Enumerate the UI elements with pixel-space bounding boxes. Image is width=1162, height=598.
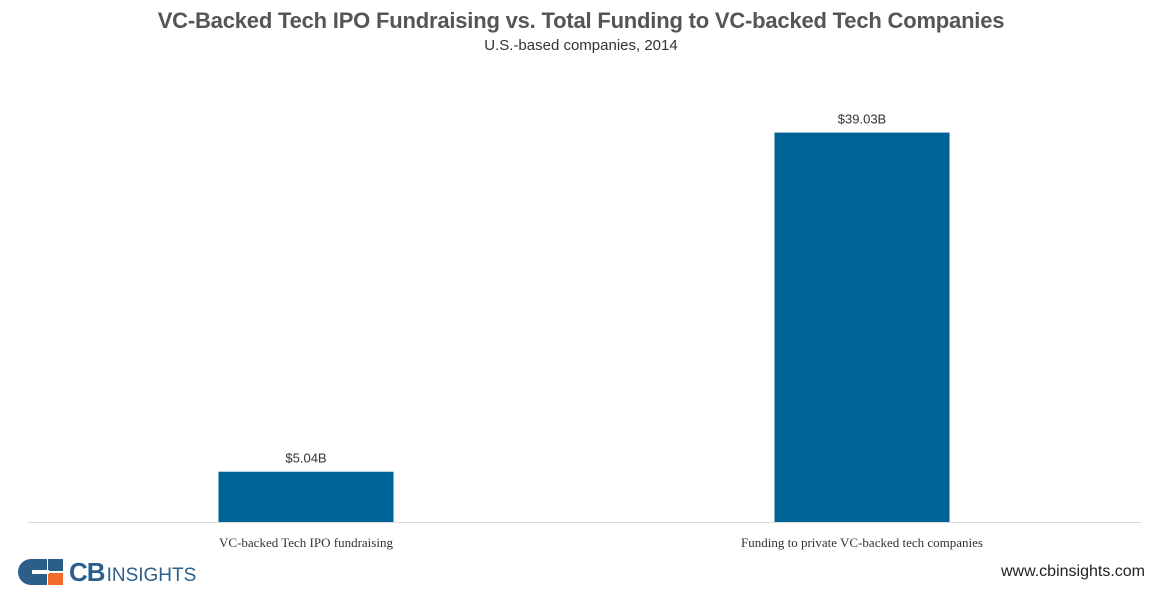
website-url: www.cbinsights.com — [1000, 563, 1145, 580]
data-label-1: $5.04B — [285, 451, 326, 466]
logo-cb-text: CB — [69, 556, 106, 587]
category-label-1: VC-backed Tech IPO fundraising — [219, 535, 393, 550]
bar-1 — [218, 471, 394, 522]
bar-2 — [774, 132, 950, 523]
cb-insights-logo: CB INSIGHTS — [17, 557, 196, 587]
cb-insights-logo-icon — [18, 559, 63, 585]
category-label-2: Funding to private VC-backed tech compan… — [741, 535, 983, 550]
chart-title: VC-Backed Tech IPO Fundraising vs. Total… — [157, 8, 1005, 33]
logo-insights-text: INSIGHTS — [106, 564, 197, 586]
data-label-2: $39.03B — [838, 112, 886, 127]
chart-subtitle: U.S.-based companies, 2014 — [484, 37, 678, 54]
